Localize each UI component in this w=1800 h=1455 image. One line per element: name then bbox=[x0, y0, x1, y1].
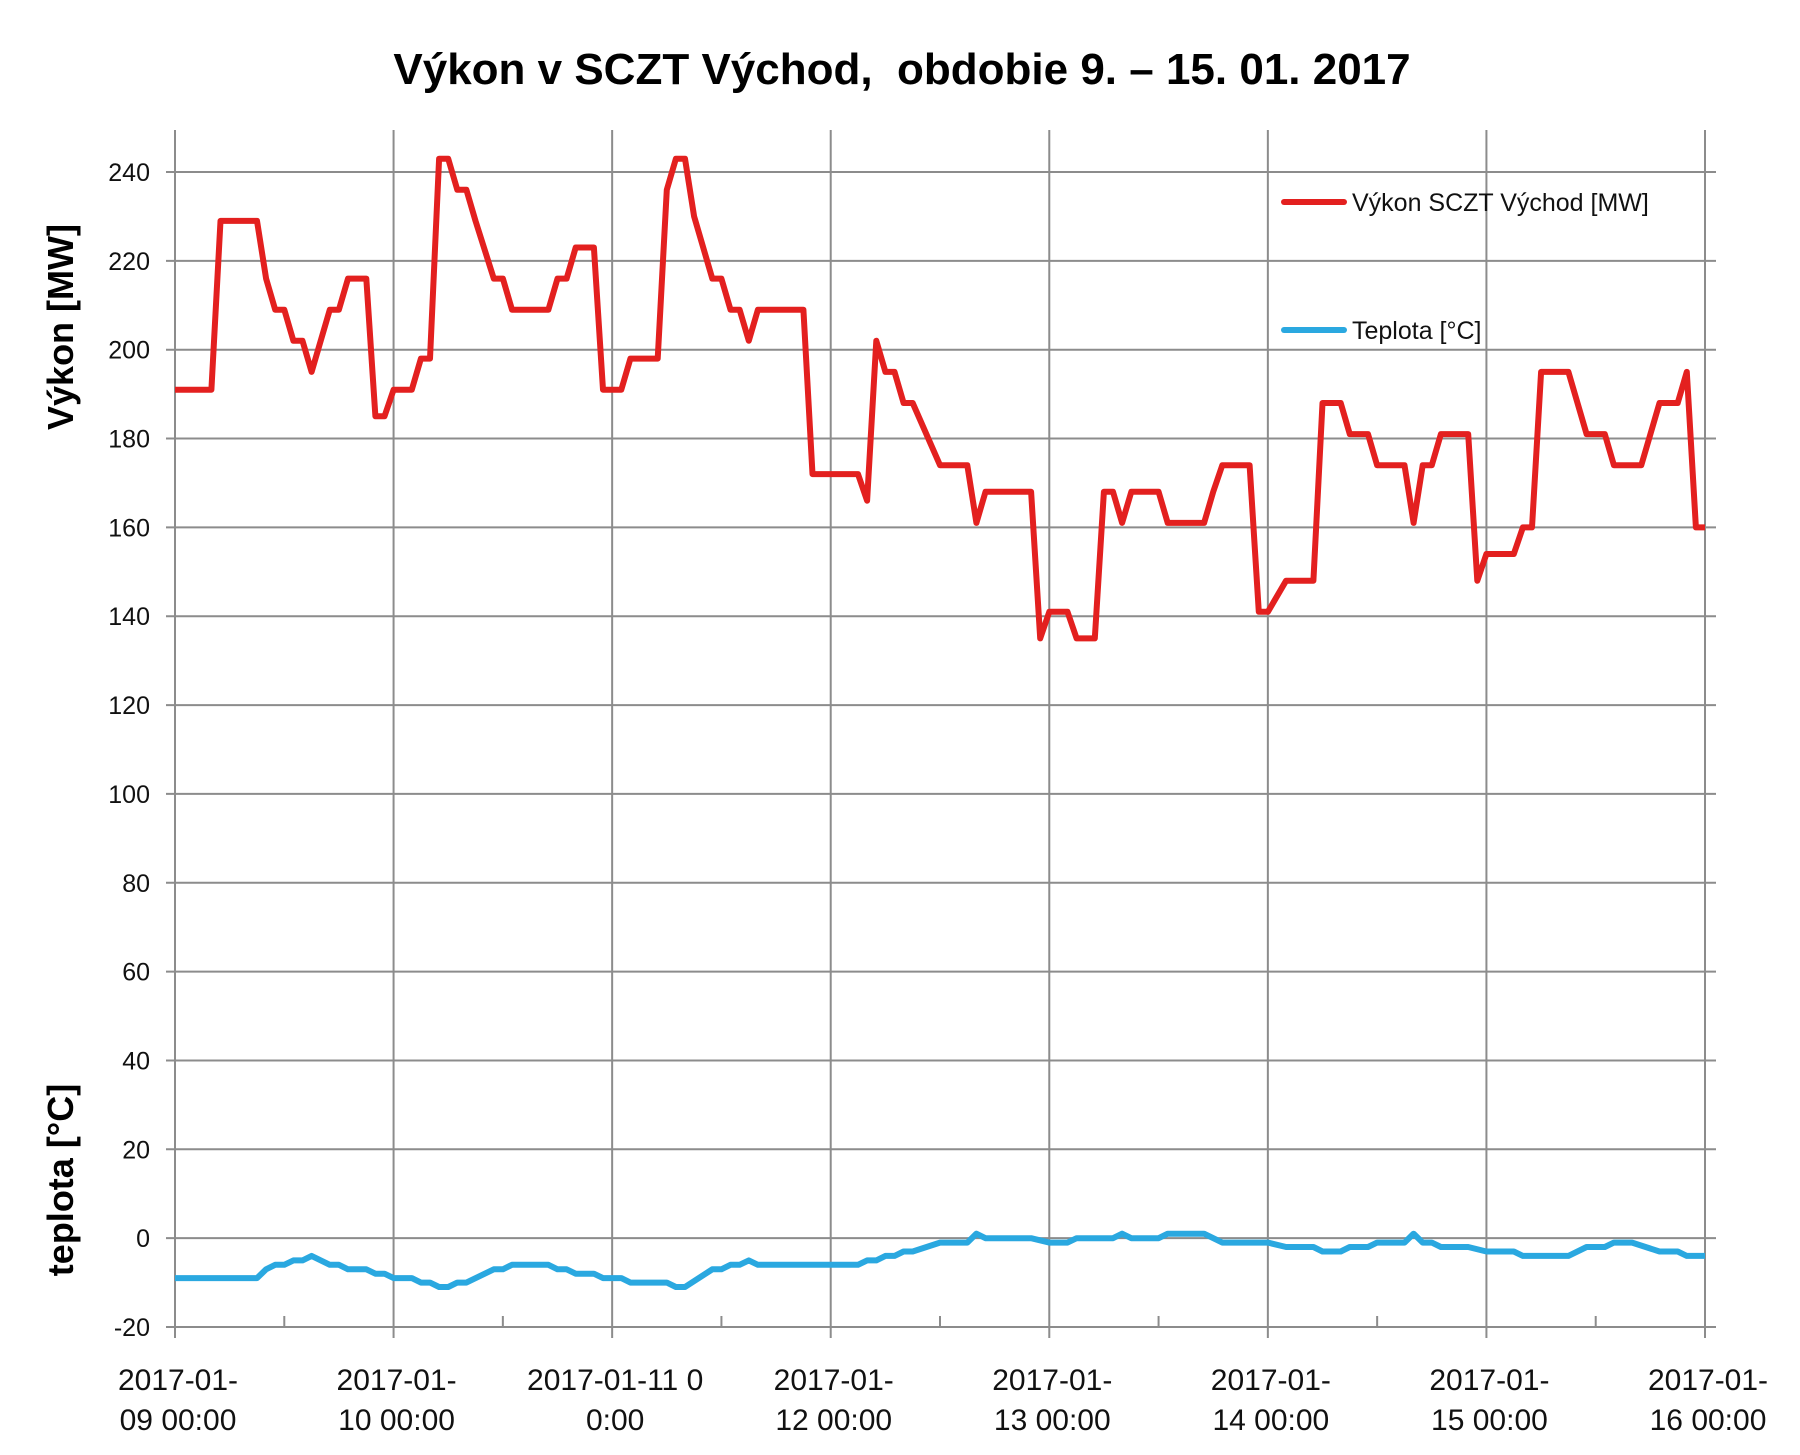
y-tick-label: 120 bbox=[108, 692, 150, 720]
x-tick-label-line1: 2017-01- bbox=[774, 1364, 894, 1397]
y-tick-label: 100 bbox=[108, 781, 150, 809]
y-tick-label: 160 bbox=[108, 514, 150, 542]
y-axis-label-temperature: teplota [°C] bbox=[40, 1084, 81, 1276]
x-tick-label-line1: 2017-01- bbox=[1429, 1364, 1549, 1397]
x-tick-label-line1: 2017-01- bbox=[118, 1364, 238, 1397]
y-tick-label: 80 bbox=[122, 870, 150, 898]
grid bbox=[166, 130, 1716, 1338]
x-tick-label-line2: 10 00:00 bbox=[338, 1404, 455, 1437]
x-tick-label-line1: 2017-01-11 0 bbox=[527, 1364, 703, 1397]
y-tick-label: 0 bbox=[136, 1225, 150, 1253]
y-tick-label: 240 bbox=[108, 159, 150, 187]
x-tick-label-line2: 12 00:00 bbox=[775, 1404, 892, 1437]
x-tick-label-line1: 2017-01- bbox=[992, 1364, 1112, 1397]
legend-label-power: Výkon SCZT Východ [MW] bbox=[1352, 189, 1649, 217]
x-tick-label-line1: 2017-01- bbox=[1211, 1364, 1331, 1397]
x-tick-labels: 2017-01- 09 00:00 2017-01- 10 00:00 2017-01-… bbox=[118, 1364, 1768, 1437]
chart-title: Výkon v SCZT Východ, obdobie 9. – 15. 01… bbox=[393, 45, 1410, 94]
series-line-power bbox=[175, 155, 1705, 642]
x-tick-label-line2: 16 00:00 bbox=[1650, 1404, 1767, 1437]
x-tick-label-line2: 13 00:00 bbox=[994, 1404, 1111, 1437]
x-tick-label-line2: 0:00 bbox=[586, 1404, 644, 1437]
x-tick-label-line1: 2017-01- bbox=[337, 1364, 457, 1397]
y-axis-label-power: Výkon [MW] bbox=[40, 224, 81, 430]
y-tick-label: 20 bbox=[122, 1136, 150, 1164]
y-tick-label: 220 bbox=[108, 248, 150, 276]
x-tick-label-line2: 14 00:00 bbox=[1212, 1404, 1329, 1437]
x-tick-label-line2: 09 00:00 bbox=[120, 1404, 237, 1437]
series-points bbox=[174, 158, 1706, 639]
x-tick-label-line1: 2017-01- bbox=[1648, 1364, 1768, 1397]
x-tick-label-line2: 15 00:00 bbox=[1431, 1404, 1548, 1437]
y-tick-label: 140 bbox=[108, 603, 150, 631]
series-lines bbox=[174, 155, 1706, 1290]
y-tick-label: 180 bbox=[108, 426, 150, 454]
series-line-temperature bbox=[175, 1230, 1705, 1290]
legend: Výkon SCZT Východ [MW] Teplota [°C] bbox=[1281, 189, 1649, 345]
y-tick-label: 60 bbox=[122, 959, 150, 987]
y-tick-label: 40 bbox=[122, 1047, 150, 1075]
y-tick-label: 200 bbox=[108, 337, 150, 365]
series-points bbox=[174, 1233, 1706, 1288]
y-tick-label: -20 bbox=[114, 1314, 150, 1342]
legend-label-temperature: Teplota [°C] bbox=[1352, 317, 1482, 345]
